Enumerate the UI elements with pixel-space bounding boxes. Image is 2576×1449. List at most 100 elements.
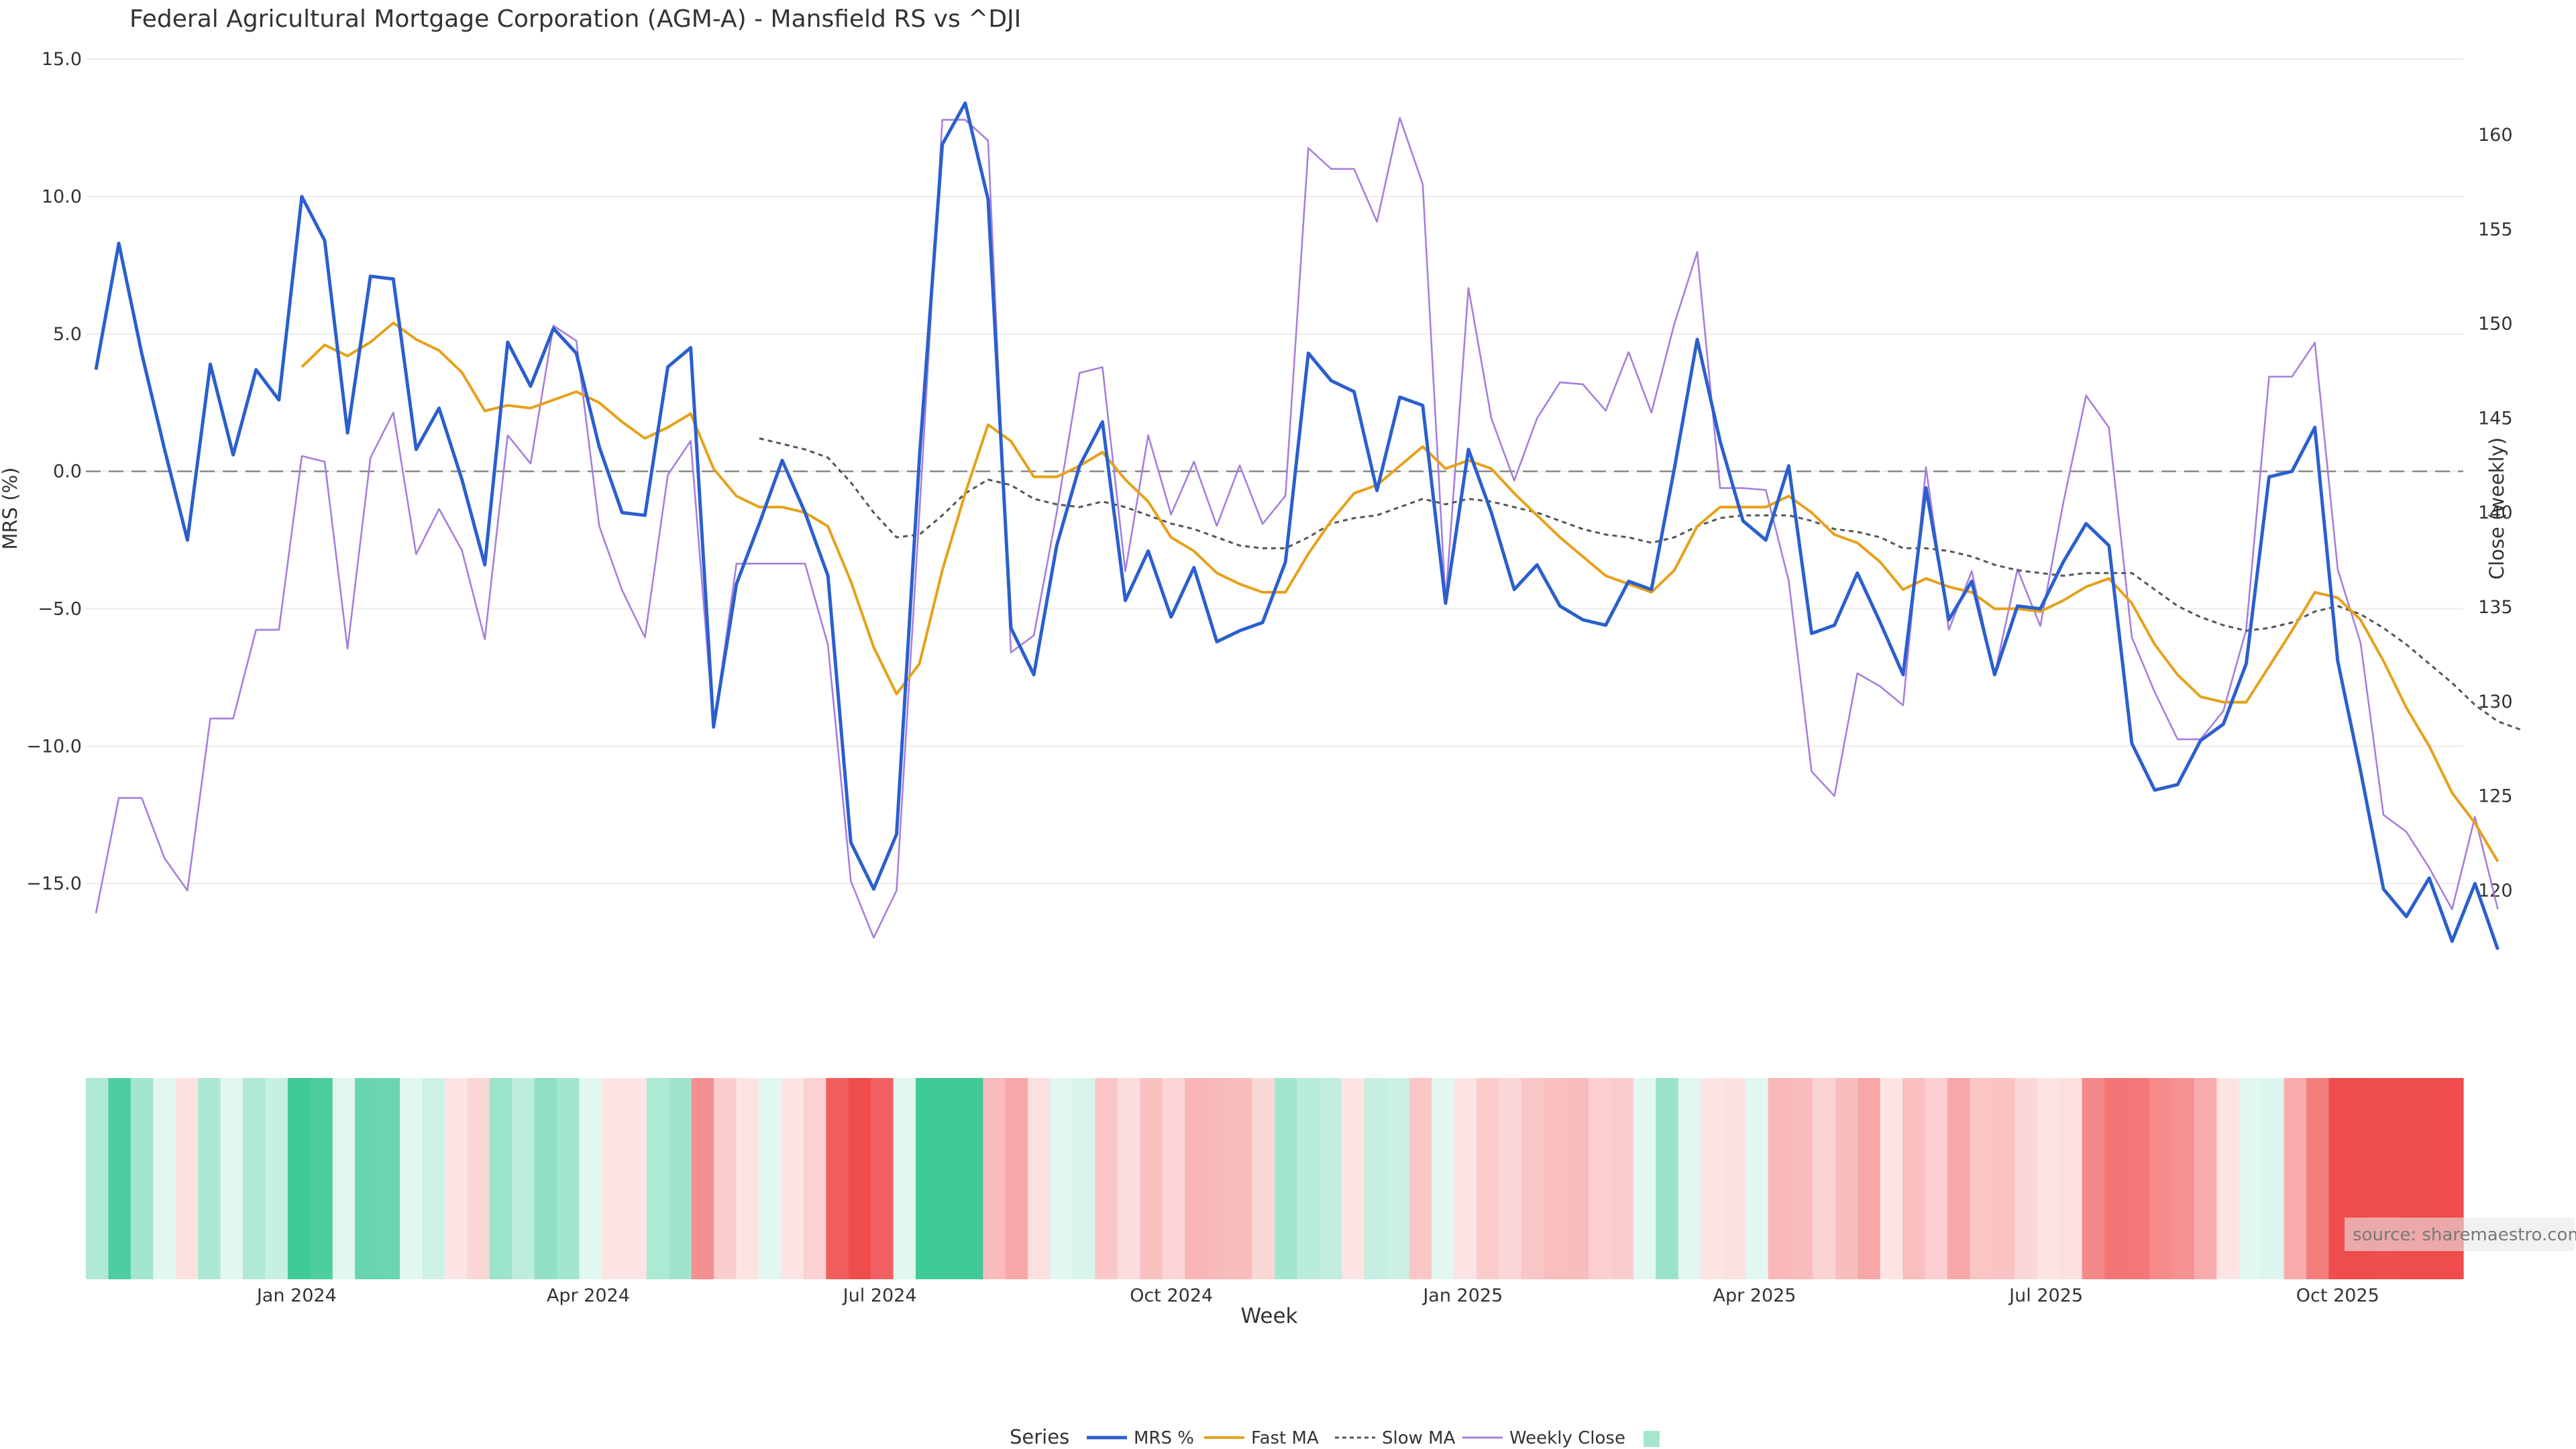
band-cell: [1880, 1078, 1903, 1279]
band-cell: [310, 1078, 333, 1279]
band-cell: [512, 1078, 535, 1279]
band-cell: [938, 1078, 961, 1279]
band-cell: [175, 1078, 199, 1279]
band-cell: [1723, 1078, 1746, 1279]
legend-label-weekly-close: Weekly Close: [1509, 1428, 1625, 1448]
band-cell: [1185, 1078, 1208, 1279]
y-left-ticks: 15.0 10.0 5.0 0.0 −5.0 −10.0 −15.0: [26, 49, 82, 894]
band-cell: [1835, 1078, 1858, 1279]
y-right-tick-label: 125: [2478, 786, 2513, 807]
x-axis-ticks: Jan 2024 Apr 2024 Jul 2024 Oct 2024 Jan 2025…: [256, 1285, 2379, 1306]
y-right-tick-label: 135: [2478, 597, 2513, 618]
band-cell: [1566, 1078, 1589, 1279]
band-cell: [1409, 1078, 1432, 1279]
band-cell: [467, 1078, 490, 1279]
band-cell: [422, 1078, 445, 1279]
band-cell: [2104, 1078, 2128, 1279]
band-cell: [1073, 1078, 1096, 1279]
band-cell: [893, 1078, 916, 1279]
band-cell: [1207, 1078, 1230, 1279]
band-cell: [1701, 1078, 1724, 1279]
band-cell: [601, 1078, 625, 1279]
y-right-tick-label: 160: [2478, 125, 2513, 146]
band-cell: [1095, 1078, 1118, 1279]
band-cell: [2216, 1078, 2240, 1279]
band-cell: [489, 1078, 513, 1279]
band-cell: [1499, 1078, 1522, 1279]
band-cell: [243, 1078, 266, 1279]
band-cell: [1005, 1078, 1028, 1279]
band-cell: [848, 1078, 871, 1279]
band-cell: [2059, 1078, 2083, 1279]
band-cell: [2194, 1078, 2217, 1279]
band-cell: [960, 1078, 983, 1279]
band-cell: [2149, 1078, 2172, 1279]
band-cell: [1050, 1078, 1073, 1279]
y-right-tick-label: 155: [2478, 219, 2513, 240]
legend-label-fast-ma: Fast MA: [1251, 1428, 1319, 1448]
band-cell: [1387, 1078, 1410, 1279]
band-cell: [1162, 1078, 1185, 1279]
x-axis-label: Week: [1241, 1304, 1298, 1328]
band-cell: [1768, 1078, 1791, 1279]
band-cell: [1790, 1078, 1814, 1279]
band-cell: [2239, 1078, 2262, 1279]
slow-ma-line: [759, 437, 2522, 731]
band-cell: [1230, 1078, 1253, 1279]
band-cell: [355, 1078, 378, 1279]
band-cell: [1252, 1078, 1275, 1279]
band-cell: [803, 1078, 826, 1279]
legend[interactable]: Series MRS % Fast MA Slow MA Weekly Clos…: [1010, 1426, 1660, 1448]
band-cell: [1117, 1078, 1140, 1279]
band-cell: [1544, 1078, 1567, 1279]
band-cell: [1970, 1078, 1993, 1279]
band-cell: [579, 1078, 602, 1279]
y-right-tick-label: 145: [2478, 408, 2513, 429]
band-cell: [736, 1078, 759, 1279]
band-cell: [377, 1078, 400, 1279]
y-left-tick-label: −5.0: [38, 598, 82, 619]
band-cell: [1476, 1078, 1499, 1279]
x-tick-label: Jul 2025: [2008, 1285, 2083, 1306]
band-cell: [1813, 1078, 1836, 1279]
band-cell: [1521, 1078, 1544, 1279]
legend-swatch-band: [1644, 1431, 1660, 1447]
y-right-axis-label: Close (weekly): [2485, 437, 2508, 580]
mrs-line: [94, 101, 2500, 951]
band-cell: [332, 1078, 356, 1279]
series-lines: [94, 101, 2522, 951]
y-left-tick-label: 5.0: [53, 324, 82, 345]
x-tick-label: Oct 2024: [1130, 1285, 1213, 1306]
band-cell: [826, 1078, 849, 1279]
band-cell: [1858, 1078, 1881, 1279]
y-left-axis-label: MRS (%): [0, 468, 21, 550]
chart-title: Federal Agricultural Mortgage Corporatio…: [129, 5, 1021, 33]
band-cell: [1947, 1078, 1971, 1279]
band-cell: [2082, 1078, 2105, 1279]
band-cell: [1275, 1078, 1298, 1279]
band-cell: [2015, 1078, 2038, 1279]
band-cell: [86, 1078, 109, 1279]
band-cell: [1297, 1078, 1320, 1279]
legend-title: Series: [1010, 1426, 1069, 1448]
band-cell: [714, 1078, 737, 1279]
band-cell: [1432, 1078, 1455, 1279]
band-cell: [265, 1078, 288, 1279]
band-cell: [2037, 1078, 2060, 1279]
band-cell: [400, 1078, 423, 1279]
band-cell: [2171, 1078, 2195, 1279]
x-tick-label: Apr 2025: [1713, 1285, 1796, 1306]
band-cell: [444, 1078, 468, 1279]
source-annotation: source: sharemaestro.com: [2345, 1218, 2576, 1251]
band-cell: [1364, 1078, 1387, 1279]
band-cell: [1140, 1078, 1163, 1279]
x-tick-label: Jan 2025: [1421, 1285, 1503, 1306]
band-cell: [557, 1078, 580, 1279]
x-tick-label: Oct 2025: [2296, 1285, 2379, 1306]
band-cell: [1319, 1078, 1342, 1279]
mrs-heatmap-band: [86, 1078, 2464, 1279]
band-cell: [916, 1078, 939, 1279]
band-cell: [1454, 1078, 1477, 1279]
band-cell: [1992, 1078, 2015, 1279]
